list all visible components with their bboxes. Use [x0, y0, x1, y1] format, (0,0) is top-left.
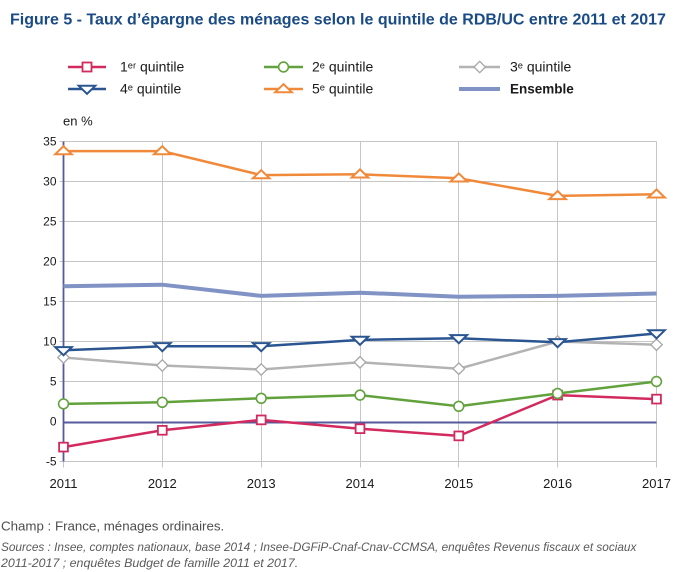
- svg-text:5: 5: [50, 375, 57, 389]
- svg-text:-5: -5: [46, 455, 57, 469]
- svg-text:3e quintile: 3e quintile: [510, 59, 571, 75]
- svg-text:30: 30: [43, 175, 57, 189]
- svg-text:en %: en %: [63, 114, 93, 129]
- svg-text:25: 25: [43, 215, 57, 229]
- svg-text:2014: 2014: [346, 476, 375, 491]
- svg-text:2012: 2012: [148, 476, 177, 491]
- svg-text:2016: 2016: [543, 476, 572, 491]
- svg-text:Champ : France, ménages ordina: Champ : France, ménages ordinaires.: [1, 518, 224, 533]
- svg-text:2015: 2015: [444, 476, 473, 491]
- svg-text:Figure 5 - Taux d’épargne des: Figure 5 - Taux d’épargne des ménages se…: [10, 12, 666, 29]
- svg-text:4e quintile: 4e quintile: [120, 81, 181, 97]
- svg-text:5e quintile: 5e quintile: [312, 81, 373, 97]
- svg-text:2013: 2013: [247, 476, 276, 491]
- svg-text:15: 15: [43, 295, 57, 309]
- svg-text:1er quintile: 1er quintile: [120, 59, 185, 75]
- svg-text:10: 10: [43, 335, 57, 349]
- svg-text:0: 0: [50, 415, 57, 429]
- svg-text:35: 35: [43, 135, 57, 149]
- svg-text:Sources : Insee, comptes natio: Sources : Insee, comptes nationaux, base…: [1, 540, 637, 554]
- svg-text:2e quintile: 2e quintile: [312, 59, 373, 75]
- svg-text:20: 20: [43, 255, 57, 269]
- svg-text:2011: 2011: [50, 476, 78, 491]
- svg-text:2017: 2017: [642, 476, 671, 491]
- svg-text:Ensemble: Ensemble: [510, 82, 574, 97]
- svg-text:2011-2017 ; enquêtes Budget de: 2011-2017 ; enquêtes Budget de famille 2…: [0, 556, 298, 570]
